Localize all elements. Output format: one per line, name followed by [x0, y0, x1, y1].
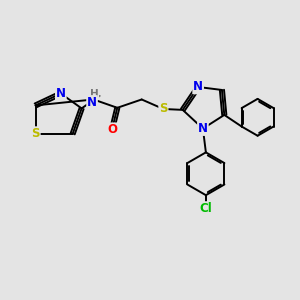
Text: H: H [90, 89, 99, 99]
Text: N: N [198, 122, 208, 135]
Text: S: S [159, 103, 168, 116]
Text: N: N [193, 80, 203, 94]
Text: Cl: Cl [200, 202, 212, 215]
Text: O: O [107, 123, 117, 136]
Text: S: S [31, 127, 40, 140]
Text: N: N [87, 96, 97, 109]
Text: N: N [56, 87, 66, 100]
